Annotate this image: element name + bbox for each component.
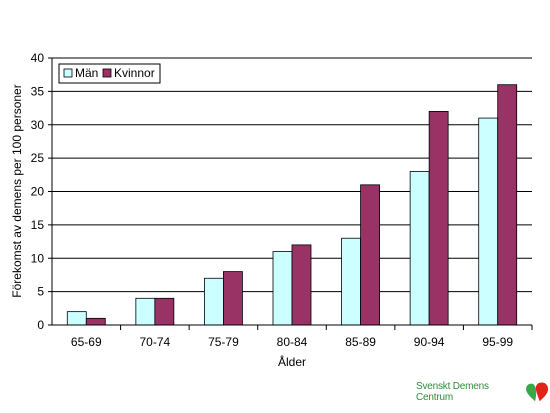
y-tick-label: 15 [31,218,45,232]
x-tick-label: 80-84 [277,335,308,349]
heart-logo-icon [526,382,549,402]
bar-man-80-84 [272,251,293,326]
legend: Män Kvinnor [58,63,161,84]
bar-man-90-94 [409,171,430,326]
y-tick-label: 10 [31,251,45,265]
bar-kvinnor-90-94 [428,111,449,326]
x-tick-label: 90-94 [414,335,445,349]
x-tick-label: 75-79 [208,335,239,349]
bar-kvinnor-95-99 [497,84,518,326]
bar-man-70-74 [135,297,156,326]
y-tick-label: 40 [31,51,45,65]
bar-man-95-99 [478,117,499,326]
y-tick-label: 25 [31,151,45,165]
y-tick-label: 5 [37,285,44,299]
x-tick-label: 95-99 [482,335,513,349]
x-tick-labels: 65-69 70-74 75-79 80-84 85-89 90-94 95-99 [71,325,533,349]
bar-kvinnor-75-79 [223,271,243,326]
x-tick-label: 70-74 [140,335,171,349]
y-tick-label: 20 [31,185,45,199]
legend-swatch-kvinnor [102,68,112,78]
brand-text: Svenskt Demens Centrum [416,381,489,403]
y-tick-label: 0 [37,318,44,332]
brand-logo: Svenskt Demens Centrum [416,380,550,404]
bar-man-75-79 [204,277,224,326]
bar-kvinnor-70-74 [154,297,175,326]
x-tick-label: 65-69 [71,335,102,349]
y-tick-labels: 0 5 10 15 20 25 30 35 40 [31,51,52,332]
bar-kvinnor-65-69 [85,317,106,326]
bar-man-65-69 [66,311,87,326]
y-tick-label: 35 [31,84,45,98]
legend-label-kvinnor: Kvinnor [114,66,155,80]
x-axis-title: Ålder [278,354,306,369]
legend-swatch-man [63,68,73,78]
legend-label-man: Män [75,66,98,80]
bars [66,84,518,326]
bar-kvinnor-80-84 [291,244,312,326]
y-axis-title: Förekomst av demens per 100 personer [10,84,24,297]
bar-man-85-89 [341,237,361,326]
gridlines [52,57,532,293]
bar-kvinnor-85-89 [360,184,380,326]
y-tick-label: 30 [31,118,45,132]
x-tick-label: 85-89 [345,335,376,349]
